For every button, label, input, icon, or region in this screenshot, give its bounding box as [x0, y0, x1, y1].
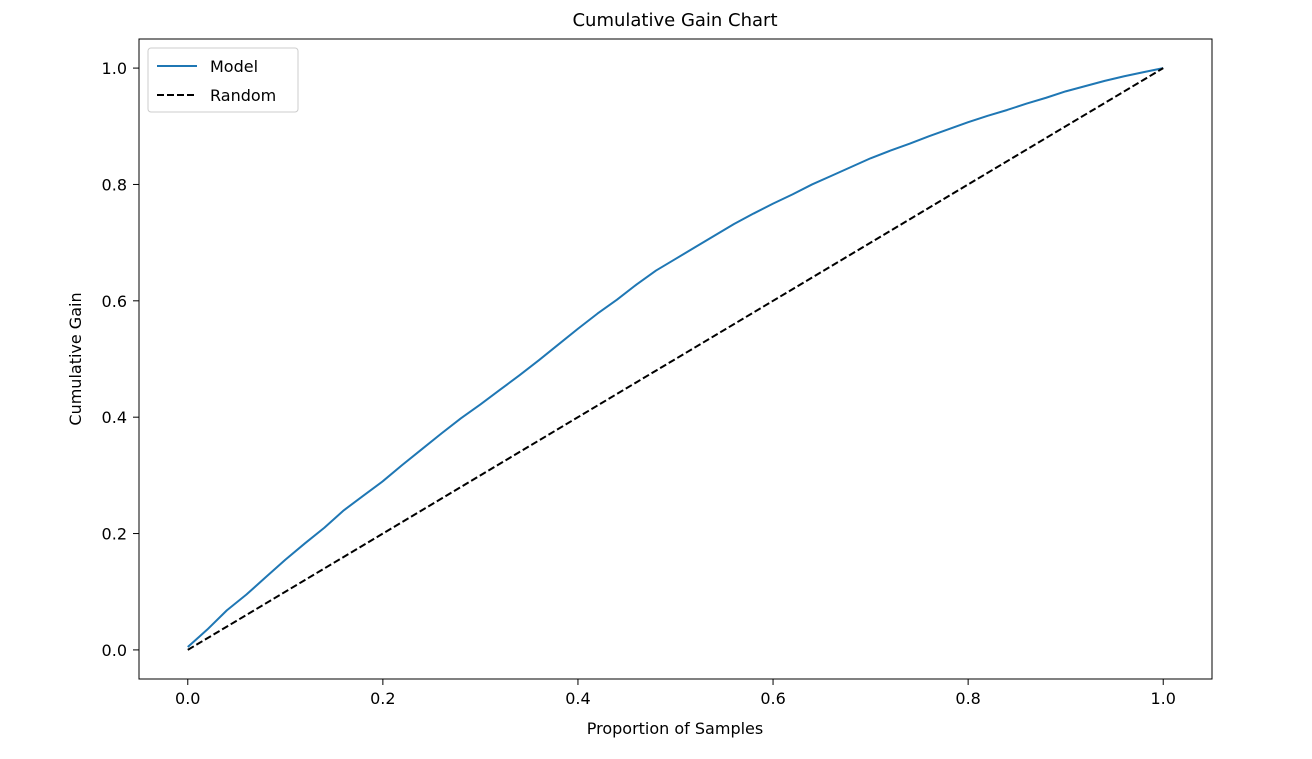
- y-axis-label: Cumulative Gain: [66, 292, 85, 425]
- series-layer: [187, 67, 1164, 651]
- x-tick-label: 0.8: [955, 689, 980, 708]
- y-tick-label: 0.6: [102, 292, 127, 311]
- y-tick-label: 0.2: [102, 525, 127, 544]
- x-tick-label: 0.2: [370, 689, 395, 708]
- x-tick-label: 0.4: [565, 689, 590, 708]
- y-tick-label: 0.0: [102, 641, 127, 660]
- plot-frame: [138, 38, 1213, 680]
- legend-box: [147, 47, 299, 113]
- x-tick-label: 0.0: [175, 689, 200, 708]
- legend: Model Random: [147, 47, 299, 113]
- model-series-line: [187, 67, 1164, 648]
- plot-area: [138, 38, 1213, 680]
- chart-title: Cumulative Gain Chart: [572, 10, 777, 31]
- y-tick-label: 0.8: [102, 175, 127, 194]
- x-tick-label: 1.0: [1151, 689, 1176, 708]
- legend-random-label: Random: [210, 86, 276, 105]
- y-tick-label: 0.4: [102, 408, 127, 427]
- y-tick-label: 1.0: [102, 59, 127, 78]
- x-tick-label: 0.6: [760, 689, 785, 708]
- x-axis-label: Proportion of Samples: [587, 719, 763, 738]
- random-series-line: [187, 67, 1164, 651]
- x-axis: 0.0 0.2 0.4 0.6 0.8 1.0: [175, 679, 1176, 708]
- legend-model-label: Model: [210, 57, 258, 76]
- y-axis: 0.0 0.2 0.4 0.6 0.8 1.0: [102, 59, 139, 660]
